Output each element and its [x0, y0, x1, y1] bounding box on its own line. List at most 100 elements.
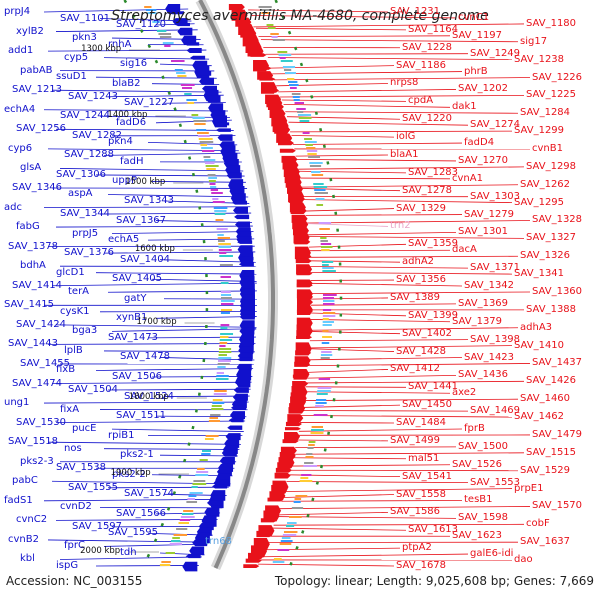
gene-label: SAV_1423	[464, 351, 515, 363]
connector-line	[99, 115, 230, 118]
misc-feature	[321, 351, 332, 353]
gene-label: iolG	[396, 131, 416, 143]
connector-line	[305, 214, 463, 216]
gene-label: galE6-idi	[470, 548, 514, 560]
misc-feature	[187, 102, 195, 104]
gene-label: SAV_1243	[68, 90, 119, 102]
misc-feature	[297, 114, 312, 116]
gene-label: bga3	[72, 325, 98, 337]
gene-label: SAV_1346	[12, 181, 63, 193]
misc-feature	[196, 471, 209, 473]
gene-label: SAV_1529	[520, 464, 571, 476]
connector-line	[279, 506, 531, 510]
misc-feature	[313, 186, 328, 188]
forward-gene	[296, 293, 313, 301]
gene-label: SAV_1441	[408, 381, 459, 393]
gene-label: SAV_1274	[470, 119, 521, 131]
misc-feature	[309, 162, 323, 164]
gene-label: SAV_1283	[408, 166, 459, 178]
misc-feature	[171, 540, 181, 542]
connector-line	[296, 439, 389, 442]
gene-label: SAV_1262	[520, 178, 571, 190]
misc-feature	[281, 537, 291, 539]
gene-label: SAV_1164	[408, 23, 459, 35]
gene-label: SAV_1327	[526, 232, 577, 244]
gene-label: SAV_1186	[396, 59, 447, 71]
gene-label: SAV_1342	[464, 280, 515, 292]
misc-feature	[315, 402, 327, 404]
reverse-gene	[205, 95, 221, 103]
gene-label: SAV_1399	[408, 309, 459, 321]
connector-line	[43, 109, 228, 112]
forward-gene	[282, 439, 299, 444]
connector-line	[292, 142, 463, 145]
reverse-gene	[226, 172, 242, 179]
misc-feature	[178, 522, 190, 524]
gene-label: SAV_1398	[470, 333, 521, 345]
gene-label: pks2-2	[112, 468, 146, 480]
gene-label: dacA	[452, 244, 477, 256]
gene-label: SAV_1415	[4, 299, 55, 311]
misc-feature	[322, 324, 332, 326]
misc-feature	[304, 462, 314, 464]
misc-feature	[259, 9, 273, 11]
misc-feature	[218, 249, 232, 251]
reverse-gene	[221, 449, 237, 457]
misc-feature	[322, 309, 332, 311]
gene-label: cyp6	[8, 142, 33, 154]
connector-line	[301, 415, 513, 418]
gene-label: glcD1	[56, 266, 85, 278]
misc-feature	[174, 69, 183, 71]
gene-label: SAV_1306	[56, 168, 107, 180]
reverse-gene	[182, 561, 198, 572]
gene-label: nos	[64, 442, 82, 454]
connector-line	[256, 27, 407, 31]
gene-label: lplB	[64, 344, 83, 356]
gene-label: SAV_1424	[16, 318, 67, 330]
connector-line	[291, 135, 395, 138]
misc-feature	[211, 408, 224, 410]
forward-gene	[296, 335, 313, 339]
misc-feature	[316, 204, 324, 206]
misc-feature	[219, 342, 228, 344]
misc-feature	[180, 84, 195, 86]
misc-feature	[300, 477, 309, 479]
misc-feature	[288, 84, 299, 86]
misc-feature	[196, 129, 207, 131]
gene-label: SAV_1244	[60, 110, 111, 122]
gene-label: SAV_1213	[12, 84, 63, 96]
misc-feature	[211, 192, 223, 194]
reverse-gene	[219, 456, 235, 465]
gene-label: SAV_1284	[520, 107, 571, 119]
gene-label: SAV_1598	[458, 512, 509, 524]
gene-label: pkn4	[108, 136, 133, 148]
forward-gene	[296, 264, 313, 275]
connector-line	[275, 516, 457, 519]
gene-label: ssuD1	[56, 71, 87, 83]
connector-line	[290, 130, 513, 133]
misc-feature	[287, 522, 297, 524]
misc-feature	[207, 174, 216, 176]
misc-feature	[293, 501, 301, 503]
forward-gene	[294, 239, 311, 245]
misc-feature	[161, 561, 171, 563]
misc-feature	[218, 246, 231, 248]
forward-gene	[267, 103, 284, 110]
gene-label: fprC	[64, 540, 85, 552]
forward-gene	[275, 467, 292, 473]
gene-label: cyp5	[64, 51, 89, 63]
reverse-gene	[196, 70, 212, 76]
connector-line	[265, 53, 469, 55]
misc-feature	[288, 81, 298, 83]
gene-label: echA5	[108, 234, 140, 246]
forward-gene	[263, 88, 280, 93]
connector-line	[281, 99, 407, 102]
misc-feature	[322, 303, 335, 305]
misc-feature	[219, 255, 233, 257]
reverse-gene	[232, 200, 248, 205]
misc-feature	[299, 120, 310, 122]
kbp-tick-label: 1800 kbp	[128, 392, 169, 402]
misc-feature	[220, 324, 230, 326]
accession-text: Accession: NC_003155	[6, 574, 143, 588]
